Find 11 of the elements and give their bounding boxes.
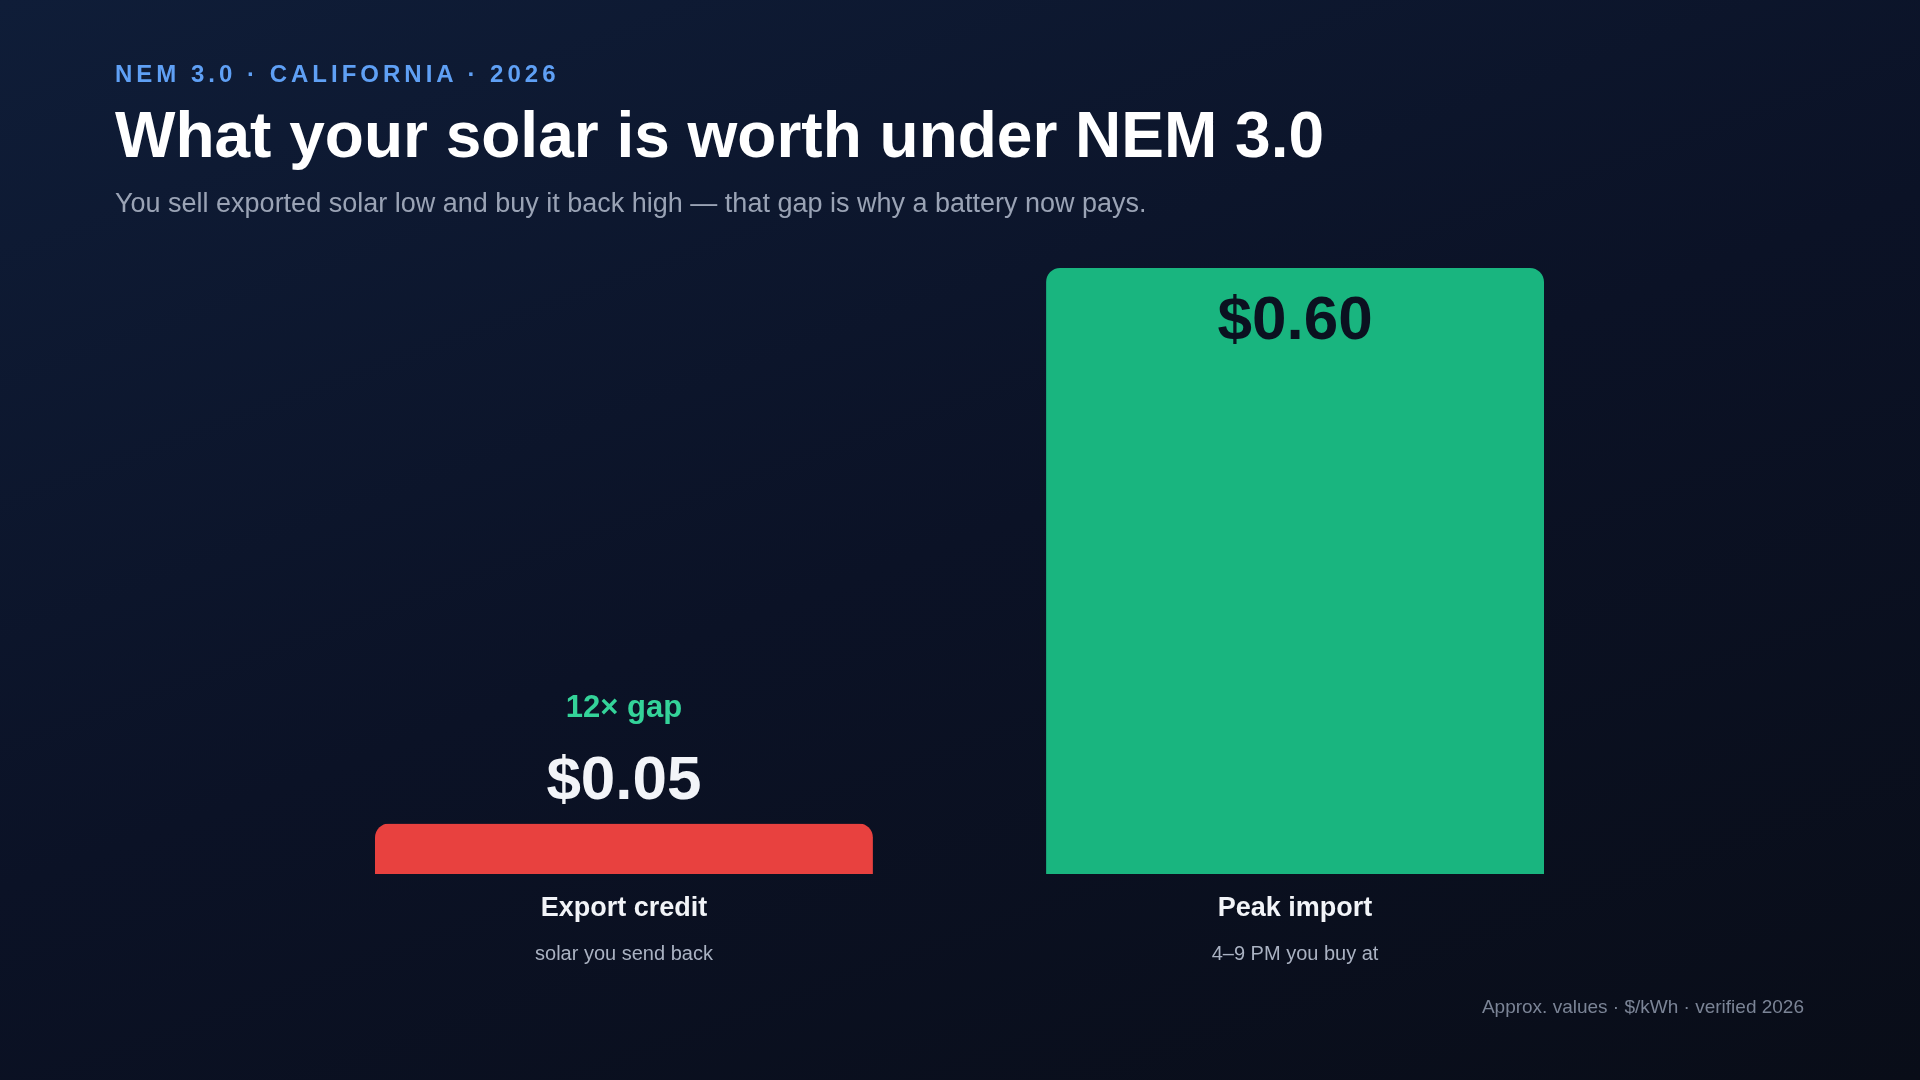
x-tick-label: Export credit: [540, 891, 708, 922]
data-label: $0.60: [1217, 283, 1373, 352]
text: 4–9 PM you buy at: [1211, 942, 1379, 964]
chart-subtitle: You sell exported solar low and buy it back high — that gap is why a battery now pays.: [115, 188, 1147, 219]
text: NEM 3.0 · CALIFORNIA · 2026: [115, 60, 560, 88]
annotation: 12× gap: [565, 689, 683, 724]
data-label: $0.05: [546, 742, 702, 812]
text: solar you send back: [535, 942, 714, 964]
chart-title: What your solar is worth under NEM 3.0: [115, 98, 1325, 172]
text: Approx. values · $/kWh · verified 2026: [1481, 996, 1804, 1018]
x-tick-label: Peak import: [1217, 891, 1373, 922]
